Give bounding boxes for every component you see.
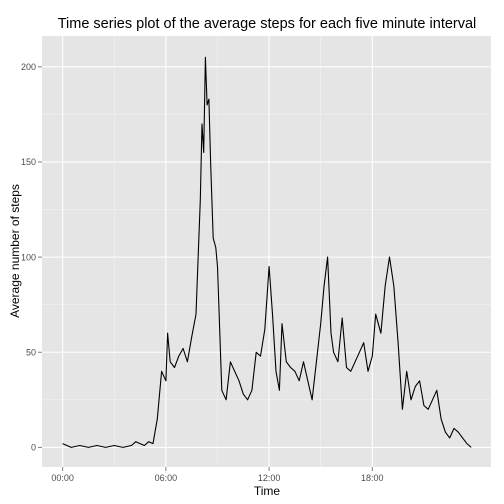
series-line: [62, 56, 472, 448]
x-axis: 00:00 06:00 12:00 18:00: [51, 467, 384, 483]
x-tick-label: 00:00: [51, 473, 74, 483]
y-tick-label: 200: [21, 62, 36, 72]
chart-title: Time series plot of the average steps fo…: [58, 16, 477, 32]
y-axis-title: Average number of steps: [8, 184, 22, 318]
y-tick-label: 150: [21, 157, 36, 167]
y-tick-label: 50: [26, 347, 36, 357]
grid-lines: [42, 36, 491, 467]
series-layer: [62, 56, 472, 448]
x-axis-title: Time: [254, 484, 281, 498]
y-axis: 0 50 100 150 200: [21, 62, 42, 453]
x-tick-label: 12:00: [258, 473, 281, 483]
y-tick-label: 100: [21, 252, 36, 262]
plot-panel: [42, 36, 491, 467]
x-tick-label: 18:00: [361, 473, 384, 483]
x-tick-label: 06:00: [155, 473, 178, 483]
y-tick-label: 0: [31, 443, 36, 453]
